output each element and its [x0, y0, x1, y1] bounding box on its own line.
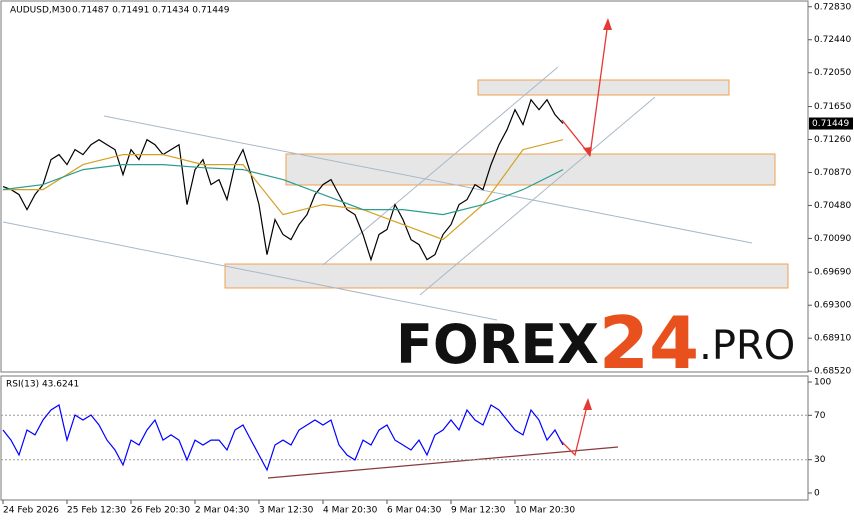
- y-tick-label: 0.69690: [814, 268, 851, 278]
- x-tick-label: 4 Mar 20:30: [323, 506, 378, 516]
- support-zone: [224, 263, 789, 289]
- watermark: FOREX24.PRO: [396, 301, 795, 385]
- ohlc: 0.71487 0.71491 0.71434 0.71449: [72, 6, 230, 16]
- x-tick-label: 26 Feb 20:30: [131, 506, 190, 516]
- last-price-box: [809, 117, 853, 130]
- series-line: [2, 404, 564, 472]
- y-tick-label: 0.70870: [814, 168, 851, 178]
- y-tick-label: 0.72830: [814, 2, 851, 12]
- x-tick-label: 2 Mar 04:30: [195, 506, 250, 516]
- y-tick-label: 100: [814, 378, 831, 388]
- rsi-trend-line: [267, 446, 619, 479]
- rsi-title: RSI(13) 43.6241: [6, 380, 79, 390]
- y-tick-label: 70: [814, 411, 826, 421]
- channel-line: [2, 221, 498, 321]
- watermark-b: 24: [599, 301, 699, 385]
- rsi-arrow: [559, 401, 589, 457]
- x-tick-label: 3 Mar 12:30: [259, 506, 314, 516]
- y-tick-label: 0: [814, 489, 820, 499]
- series-line: [3, 139, 564, 241]
- mid-zone: [285, 153, 776, 186]
- channel-line: [419, 96, 656, 296]
- watermark-c: .PRO: [699, 323, 795, 369]
- resistance-zone: [477, 79, 730, 96]
- x-tick-label: 25 Feb 12:30: [67, 506, 126, 516]
- x-tick-label: 6 Mar 04:30: [387, 506, 442, 516]
- last-price-label: 0.71449: [812, 119, 849, 129]
- y-tick-label: 0.72050: [814, 68, 851, 78]
- arrow-head: [583, 398, 592, 410]
- channel-line: [103, 115, 753, 244]
- y-tick-label: 0.69300: [814, 301, 851, 311]
- x-tick-label: 10 Mar 20:30: [515, 506, 575, 516]
- y-tick-label: 0.71260: [814, 135, 851, 145]
- y-tick-label: 30: [814, 455, 826, 465]
- x-tick-label: 24 Feb 2026: [3, 506, 59, 516]
- y-tick-label: 0.68910: [814, 334, 851, 344]
- y-tick-label: 0.71650: [814, 102, 851, 112]
- price-frame: [0, 0, 809, 373]
- symbol: AUDUSD,M30: [10, 6, 71, 16]
- rsi-frame: [0, 375, 809, 501]
- x-tick-label: 9 Mar 12:30: [451, 506, 506, 516]
- arrow-head: [603, 18, 612, 30]
- y-tick-label: 0.72440: [814, 35, 851, 45]
- series-line: [2, 98, 564, 262]
- watermark-a: FOREX: [396, 313, 599, 376]
- arrow-head: [583, 147, 592, 157]
- series-line: [2, 164, 564, 216]
- y-tick-label: 0.70480: [814, 201, 851, 211]
- y-tick-label: 0.68520: [814, 367, 851, 377]
- drawings: [2, 18, 789, 479]
- y-tick-label: 0.70090: [814, 234, 851, 244]
